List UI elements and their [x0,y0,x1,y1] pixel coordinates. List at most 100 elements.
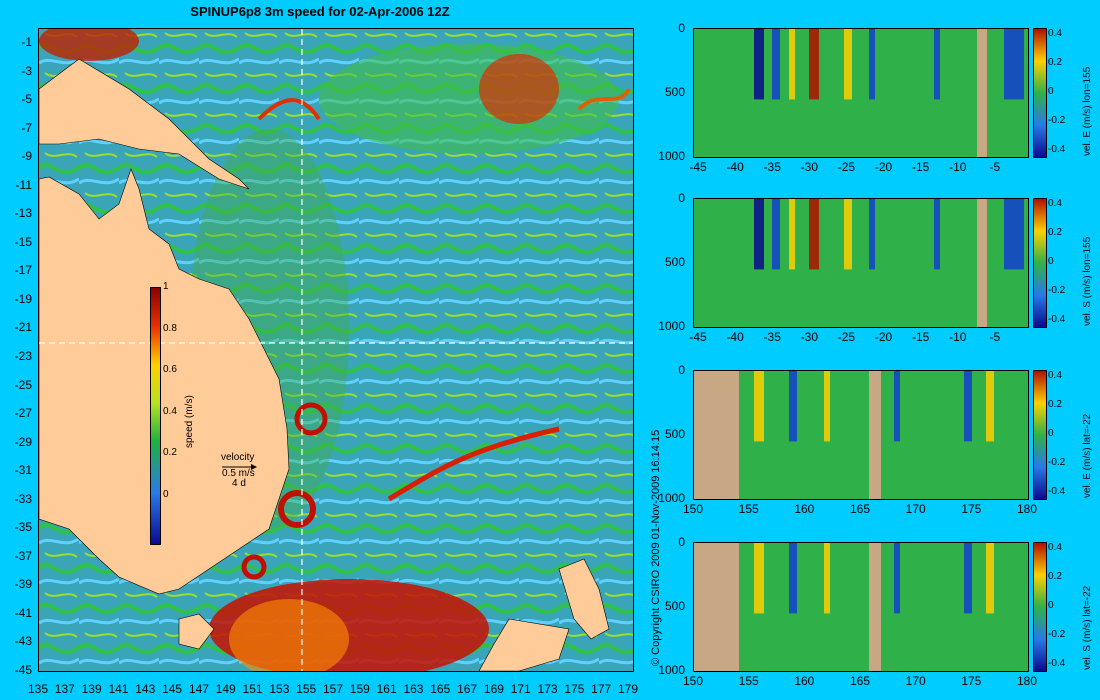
section-streak [934,199,940,270]
lat-tick-label: -35 [14,520,32,535]
panel-x-tick: 160 [794,674,815,688]
panel-x-tick: -30 [800,160,818,174]
lon-tick-label: 175 [564,682,585,696]
land-mask [977,199,987,327]
lat-tick-label: -39 [14,577,32,592]
panel-y-tick: 0 [678,191,685,205]
section-streak [844,199,852,270]
lat-tick-label: -23 [14,349,32,363]
panel-x-tick: 165 [849,502,871,516]
panel-x-tick: -40 [726,160,744,174]
panel-x-tick: 150 [682,674,704,688]
speed-colorbar [150,287,161,545]
panel-colorbar-tick: 0.2 [1048,399,1062,410]
lon-tick-label: 163 [403,682,424,696]
section-streak [772,29,780,100]
panel-y-tick: 1000 [658,319,685,333]
section-streak [934,29,940,100]
lat-tick-label: -11 [15,177,32,192]
section-panel [693,198,1029,328]
section-streak [844,29,852,100]
lat-tick-label: -17 [14,263,32,278]
lat-tick-label: -7 [21,120,32,135]
section-streak [986,371,994,442]
panel-colorbar-tick: -0.4 [1048,314,1066,325]
panel-colorbar-tick: 0 [1048,86,1054,97]
lat-tick-label: -25 [14,377,32,392]
panel-x-tick: 155 [738,502,759,516]
lon-tick-label: 161 [376,682,397,696]
lon-tick-label: 139 [81,682,102,696]
panel-x-tick: -45 [689,160,707,174]
section-streak [754,199,764,270]
panel-colorbar-tick: -0.2 [1048,629,1066,640]
lat-tick-label: -41 [14,605,32,620]
speed-colorbar-tick: 0.6 [163,364,177,376]
lon-tick-label: 179 [617,682,639,696]
panel-y-tick: 0 [678,363,685,377]
panel-x-tick: -20 [874,330,893,344]
panel-label: vel. S (m/s) lat=-22 [1082,585,1093,670]
panel-colorbar-tick: 0.4 [1048,542,1062,553]
section-streak [789,29,795,100]
lon-tick-label: 141 [108,682,129,696]
map-title: SPINUP6p8 3m speed for 02-Apr-2006 12Z [190,4,450,19]
panel-x-tick: -40 [726,330,744,344]
speed-colorbar-tick: 0 [163,489,169,500]
velocity-legend-duration: 4 d [232,478,246,489]
panel-colorbar-tick: -0.4 [1048,658,1066,669]
section-streak [1004,199,1024,270]
panel-x-tick: -30 [800,330,818,344]
section-field [754,199,1024,327]
land-mask [694,543,739,671]
lat-tick-label: -29 [14,434,32,449]
section-field [694,543,994,671]
lon-tick-label: 151 [242,682,263,696]
lon-tick-label: 159 [349,682,370,696]
panel-x-tick: 150 [682,502,704,516]
panel-x-tick: 165 [849,674,871,688]
velocity-legend-speed: 0.5 m/s [222,468,255,479]
section-panel [693,28,1029,158]
panel-x-tick: -5 [989,330,1001,344]
panel-x-tick: -10 [949,330,967,344]
lon-tick-label: 143 [135,682,156,696]
panel-y-tick: 0 [678,535,685,549]
section-streak [964,371,972,442]
panel-colorbar [1033,370,1047,500]
section-streak [789,371,797,442]
panel-colorbar-tick: 0 [1048,428,1054,439]
section-streak [754,29,764,100]
panel-label: vel. E (m/s) lon=155 [1082,66,1093,156]
panel-x-tick: -15 [911,160,930,174]
panel-x-tick: -25 [837,330,856,344]
lat-tick-label: -9 [21,149,32,164]
panel-y-tick: 1000 [658,663,685,677]
lat-tick-label: -19 [14,291,32,306]
speed-colorbar-label: speed (m/s) [184,395,195,448]
land-mask [869,371,881,499]
section-field [754,29,1024,157]
panel-y-tick: 500 [664,599,685,613]
lat-tick-label: -43 [14,634,32,649]
lon-tick-label: 171 [510,682,531,696]
lat-tick-label: -27 [14,406,32,421]
land-mask [694,371,739,499]
lat-tick-label: -21 [14,320,32,335]
panel-colorbar [1033,542,1047,672]
map-canvas [38,28,634,672]
panel-x-tick: -5 [989,160,1001,174]
lon-tick-label: 149 [215,682,236,696]
panel-colorbar-tick: -0.4 [1048,144,1066,155]
panel-y-tick: 0 [678,21,685,35]
lon-tick-label: 153 [269,682,290,696]
panel-colorbar-tick: 0.4 [1048,198,1062,209]
lat-tick-label: -3 [21,63,32,78]
section-field [694,371,994,499]
panel-x-tick: 180 [1016,502,1038,516]
speed-colorbar-tick: 0.4 [163,405,177,417]
section-streak [809,199,819,270]
section-streak [754,543,764,614]
panel-y-tick: 1000 [658,491,685,505]
section-streak [964,543,972,614]
